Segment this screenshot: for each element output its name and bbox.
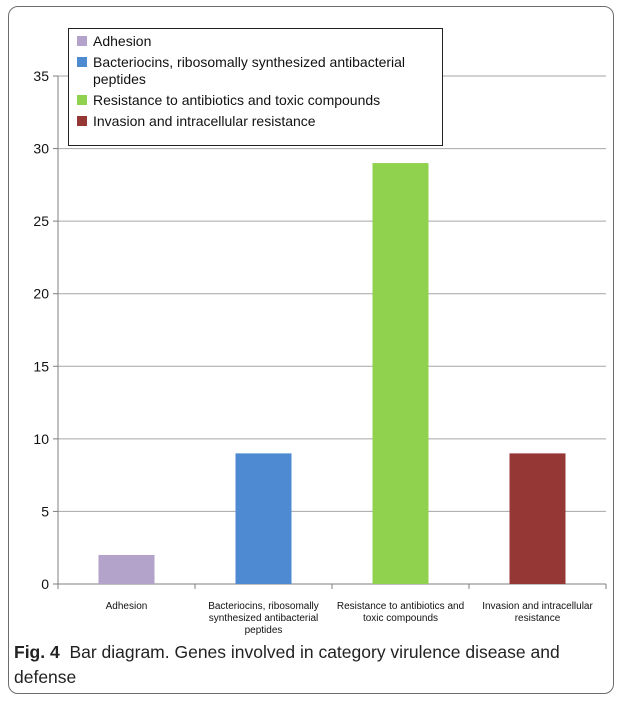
caption-label: Fig. 4 bbox=[14, 642, 60, 662]
chart-legend: Adhesion Bacteriocins, ribosomally synth… bbox=[68, 28, 443, 146]
legend-label-adhesion: Adhesion bbox=[93, 33, 152, 49]
x-tick-label-line: resistance bbox=[515, 613, 561, 624]
y-tick-label-25: 25 bbox=[33, 213, 49, 229]
legend-label-bacteriocins: Bacteriocins, ribosomally synthesized an… bbox=[93, 54, 406, 87]
x-tick-label-2: Bacteriocins, ribosomally synthesized ant… bbox=[208, 601, 319, 636]
bar-4 bbox=[509, 453, 566, 584]
y-tick-label-35: 35 bbox=[33, 68, 49, 84]
y-tick-label-5: 5 bbox=[41, 503, 49, 519]
x-tick-label-3: Resistance to antibiotics and toxic compo… bbox=[337, 601, 464, 624]
legend-swatch-resistance bbox=[77, 95, 87, 105]
y-tick-label-30: 30 bbox=[33, 141, 49, 157]
legend-item-adhesion: Adhesion bbox=[75, 33, 436, 50]
legend-swatch-bacteriocins bbox=[77, 57, 87, 67]
y-tick-label-15: 15 bbox=[33, 358, 49, 374]
x-tick-label-line: Adhesion bbox=[106, 601, 148, 612]
bar-3 bbox=[372, 163, 429, 585]
y-tick-label-0: 0 bbox=[41, 576, 49, 592]
x-tick-label-line: toxic compounds bbox=[363, 613, 438, 624]
legend-swatch-adhesion bbox=[77, 36, 87, 46]
figure-caption: Fig. 4 Bar diagram. Genes involved in ca… bbox=[14, 640, 610, 690]
x-tick-label-line: Resistance to antibiotics and bbox=[337, 601, 464, 612]
x-tick-label-line: peptides bbox=[245, 625, 283, 636]
caption-text: Bar diagram. Genes involved in category … bbox=[14, 642, 560, 687]
figure-frame bbox=[8, 6, 614, 694]
legend-swatch-invasion bbox=[77, 116, 87, 126]
bar-2 bbox=[235, 453, 292, 584]
x-tick-label-line: synthesized antibacterial bbox=[209, 613, 319, 624]
y-tick-label-20: 20 bbox=[33, 286, 49, 302]
x-tick-label-4: Invasion and intracellular resistance bbox=[482, 601, 593, 624]
legend-item-invasion: Invasion and intracellular resistance bbox=[75, 113, 436, 130]
x-tick-label-line: Invasion and intracellular bbox=[482, 601, 593, 612]
legend-item-resistance: Resistance to antibiotics and toxic comp… bbox=[75, 92, 436, 109]
x-tick-label-line: Bacteriocins, ribosomally bbox=[208, 601, 319, 612]
legend-label-resistance: Resistance to antibiotics and toxic comp… bbox=[93, 92, 381, 108]
y-tick-label-10: 10 bbox=[33, 431, 49, 447]
x-tick-label-1: Adhesion bbox=[106, 601, 148, 612]
bar-chart: 0 5 10 15 20 25 30 35 Adhesion Bacteriocins, ribo… bbox=[33, 68, 607, 636]
legend-item-bacteriocins: Bacteriocins, ribosomally synthesized an… bbox=[75, 54, 436, 88]
legend-label-invasion: Invasion and intracellular resistance bbox=[93, 113, 316, 129]
bar-1 bbox=[98, 554, 155, 584]
